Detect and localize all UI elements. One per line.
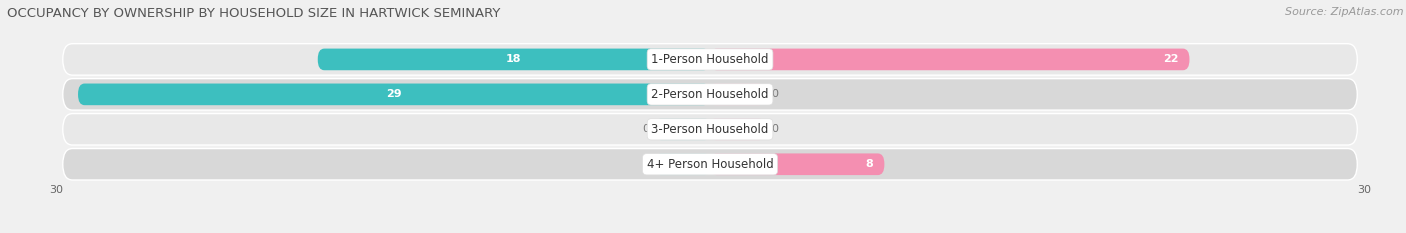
Text: OCCUPANCY BY OWNERSHIP BY HOUSEHOLD SIZE IN HARTWICK SEMINARY: OCCUPANCY BY OWNERSHIP BY HOUSEHOLD SIZE… <box>7 7 501 20</box>
FancyBboxPatch shape <box>710 49 1189 70</box>
Text: 0: 0 <box>770 89 778 99</box>
FancyBboxPatch shape <box>63 114 1357 145</box>
Text: 2-Person Household: 2-Person Household <box>651 88 769 101</box>
Text: 3-Person Household: 3-Person Household <box>651 123 769 136</box>
FancyBboxPatch shape <box>655 118 710 140</box>
Text: 0: 0 <box>643 124 650 134</box>
FancyBboxPatch shape <box>63 149 1357 180</box>
Text: 22: 22 <box>1163 55 1178 64</box>
Legend: Owner-occupied, Renter-occupied: Owner-occupied, Renter-occupied <box>595 230 825 233</box>
FancyBboxPatch shape <box>655 154 710 175</box>
FancyBboxPatch shape <box>710 154 884 175</box>
Text: 0: 0 <box>643 159 650 169</box>
Text: 29: 29 <box>387 89 402 99</box>
Text: 0: 0 <box>770 124 778 134</box>
Text: 8: 8 <box>866 159 873 169</box>
FancyBboxPatch shape <box>710 118 765 140</box>
FancyBboxPatch shape <box>63 44 1357 75</box>
Text: 18: 18 <box>506 55 522 64</box>
FancyBboxPatch shape <box>710 84 765 105</box>
FancyBboxPatch shape <box>318 49 710 70</box>
FancyBboxPatch shape <box>79 84 710 105</box>
FancyBboxPatch shape <box>63 79 1357 110</box>
Text: Source: ZipAtlas.com: Source: ZipAtlas.com <box>1285 7 1403 17</box>
Text: 1-Person Household: 1-Person Household <box>651 53 769 66</box>
Text: 4+ Person Household: 4+ Person Household <box>647 158 773 171</box>
